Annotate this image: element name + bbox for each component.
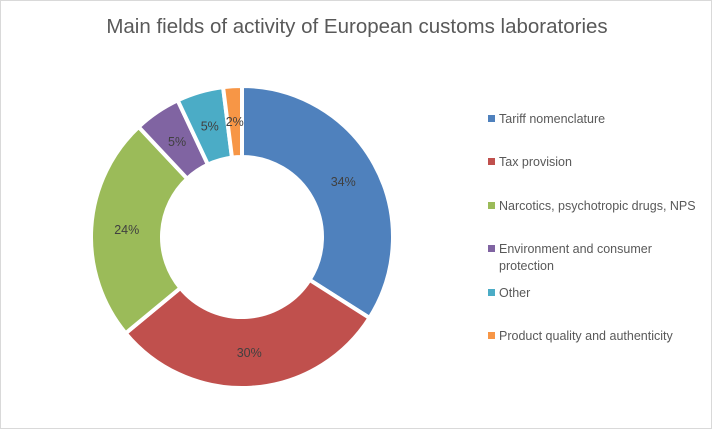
legend-item-tariff-nomenclature: Tariff nomenclature [488,111,703,128]
legend-item-environment-and-consumer-protection: Environment and consumer protection [488,241,703,275]
legend-item-other: Other [488,285,703,302]
legend-swatch [488,245,495,252]
legend-item-narcotics-psychotropic-drugs-nps: Narcotics, psychotropic drugs, NPS [488,198,703,215]
legend-swatch [488,332,495,339]
legend-label: Product quality and authenticity [499,329,673,343]
data-label-other: 5% [201,120,219,134]
data-label-environment-and-consumer-protection: 5% [168,135,186,149]
data-label-product-quality-and-authenticity: 2% [226,115,244,129]
legend-swatch [488,158,495,165]
legend-label: Narcotics, psychotropic drugs, NPS [499,199,696,213]
legend-label: Tariff nomenclature [499,112,606,126]
legend-label: Environment and consumer protection [499,242,652,273]
legend-label: Other [499,286,531,300]
slice-product-quality-and-authenticity [220,83,244,160]
data-label-narcotics-psychotropic-drugs-nps: 24% [114,223,139,237]
slice-narcotics-psychotropic-drugs-nps [89,124,191,337]
legend-label: Tax provision [499,155,572,169]
legend-swatch [488,289,495,296]
slice-tariff-nomenclature [240,83,395,321]
legend-item-tax-provision: Tax provision [488,154,703,171]
data-label-tax-provision: 30% [237,346,262,360]
legend-item-product-quality-and-authenticity: Product quality and authenticity [488,328,703,345]
chart-title: Main fields of activity of European cust… [106,15,608,38]
legend-swatch [488,115,495,122]
legend-swatch [488,202,495,209]
slice-tax-provision [122,277,373,390]
data-label-tariff-nomenclature: 34% [331,175,356,189]
